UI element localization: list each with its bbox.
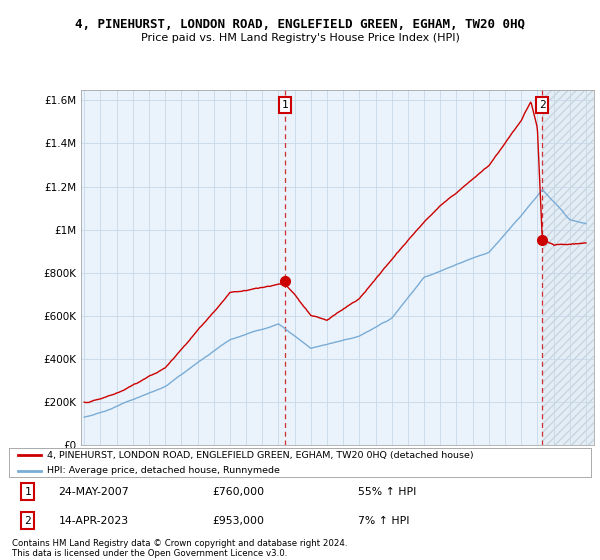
Text: 24-MAY-2007: 24-MAY-2007	[58, 487, 129, 497]
Text: HPI: Average price, detached house, Runnymede: HPI: Average price, detached house, Runn…	[47, 466, 280, 475]
Text: 14-APR-2023: 14-APR-2023	[58, 516, 128, 526]
Text: 4, PINEHURST, LONDON ROAD, ENGLEFIELD GREEN, EGHAM, TW20 0HQ: 4, PINEHURST, LONDON ROAD, ENGLEFIELD GR…	[75, 17, 525, 31]
Text: 7% ↑ HPI: 7% ↑ HPI	[358, 516, 410, 526]
Text: This data is licensed under the Open Government Licence v3.0.: This data is licensed under the Open Gov…	[12, 549, 287, 558]
Bar	[542, 90, 600, 445]
Text: £953,000: £953,000	[212, 516, 265, 526]
Text: Price paid vs. HM Land Registry's House Price Index (HPI): Price paid vs. HM Land Registry's House …	[140, 32, 460, 43]
Text: Contains HM Land Registry data © Crown copyright and database right 2024.: Contains HM Land Registry data © Crown c…	[12, 539, 347, 548]
Text: 2: 2	[24, 516, 31, 526]
Text: £760,000: £760,000	[212, 487, 265, 497]
Text: 2: 2	[539, 100, 545, 110]
Text: 55% ↑ HPI: 55% ↑ HPI	[358, 487, 416, 497]
Text: 1: 1	[281, 100, 288, 110]
Text: 1: 1	[24, 487, 31, 497]
Text: 4, PINEHURST, LONDON ROAD, ENGLEFIELD GREEN, EGHAM, TW20 0HQ (detached house): 4, PINEHURST, LONDON ROAD, ENGLEFIELD GR…	[47, 451, 473, 460]
